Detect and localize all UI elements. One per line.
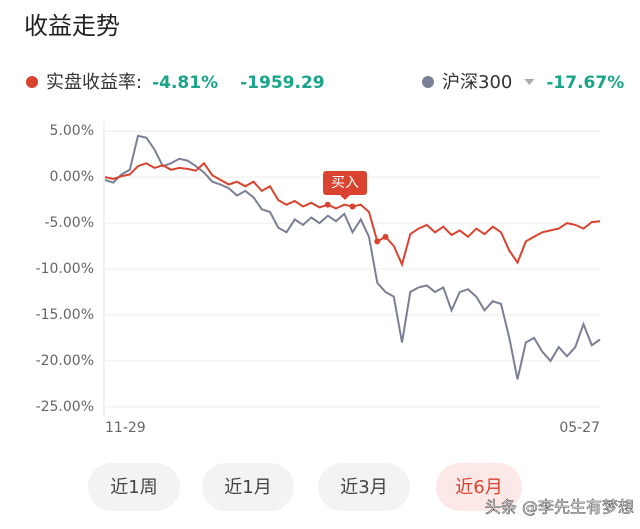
annotation-box (323, 171, 367, 195)
annotation-pointer (340, 195, 350, 200)
y-tick-label: -20.00% (36, 353, 94, 369)
period-button-label[interactable]: 近6月 (455, 477, 502, 498)
legend-value: -17.67% (546, 73, 624, 93)
y-tick-label: -5.00% (44, 215, 94, 231)
period-button[interactable] (202, 463, 294, 511)
legend-label: 实盘收益率: (46, 72, 142, 93)
buy-point (374, 238, 381, 245)
legend-dot (422, 76, 434, 88)
title: 收益走势 (24, 12, 120, 40)
y-tick-label: 0.00% (50, 169, 94, 185)
buy-point (382, 233, 389, 240)
y-tick-label: 5.00% (50, 123, 94, 139)
annotation: 买入 (331, 175, 359, 191)
y-tick-label: -10.00% (36, 261, 94, 277)
series-line (104, 134, 601, 380)
period-button-label[interactable]: 近1月 (224, 477, 271, 498)
dropdown-arrow[interactable] (524, 79, 535, 85)
buy-point (324, 201, 331, 208)
legend-label: 沪深300 (442, 72, 512, 93)
legend-dot (26, 76, 38, 88)
period-button[interactable] (318, 463, 410, 511)
period-button[interactable] (88, 463, 180, 511)
x-tick-label: 11-29 (105, 420, 146, 436)
period-button-label[interactable]: 近3月 (340, 477, 387, 498)
y-tick-label: -15.00% (36, 307, 94, 323)
y-tick-label: -25.00% (36, 399, 94, 415)
period-button-label[interactable]: 近1周 (110, 477, 157, 498)
period-button[interactable] (436, 463, 522, 511)
legend-value: -1959.29 (240, 73, 325, 93)
x-tick-label: 05-27 (559, 420, 600, 436)
watermark: 头条 @李先生有梦想 (485, 498, 634, 517)
buy-point (349, 203, 356, 210)
legend-value: -4.81% (152, 73, 218, 93)
